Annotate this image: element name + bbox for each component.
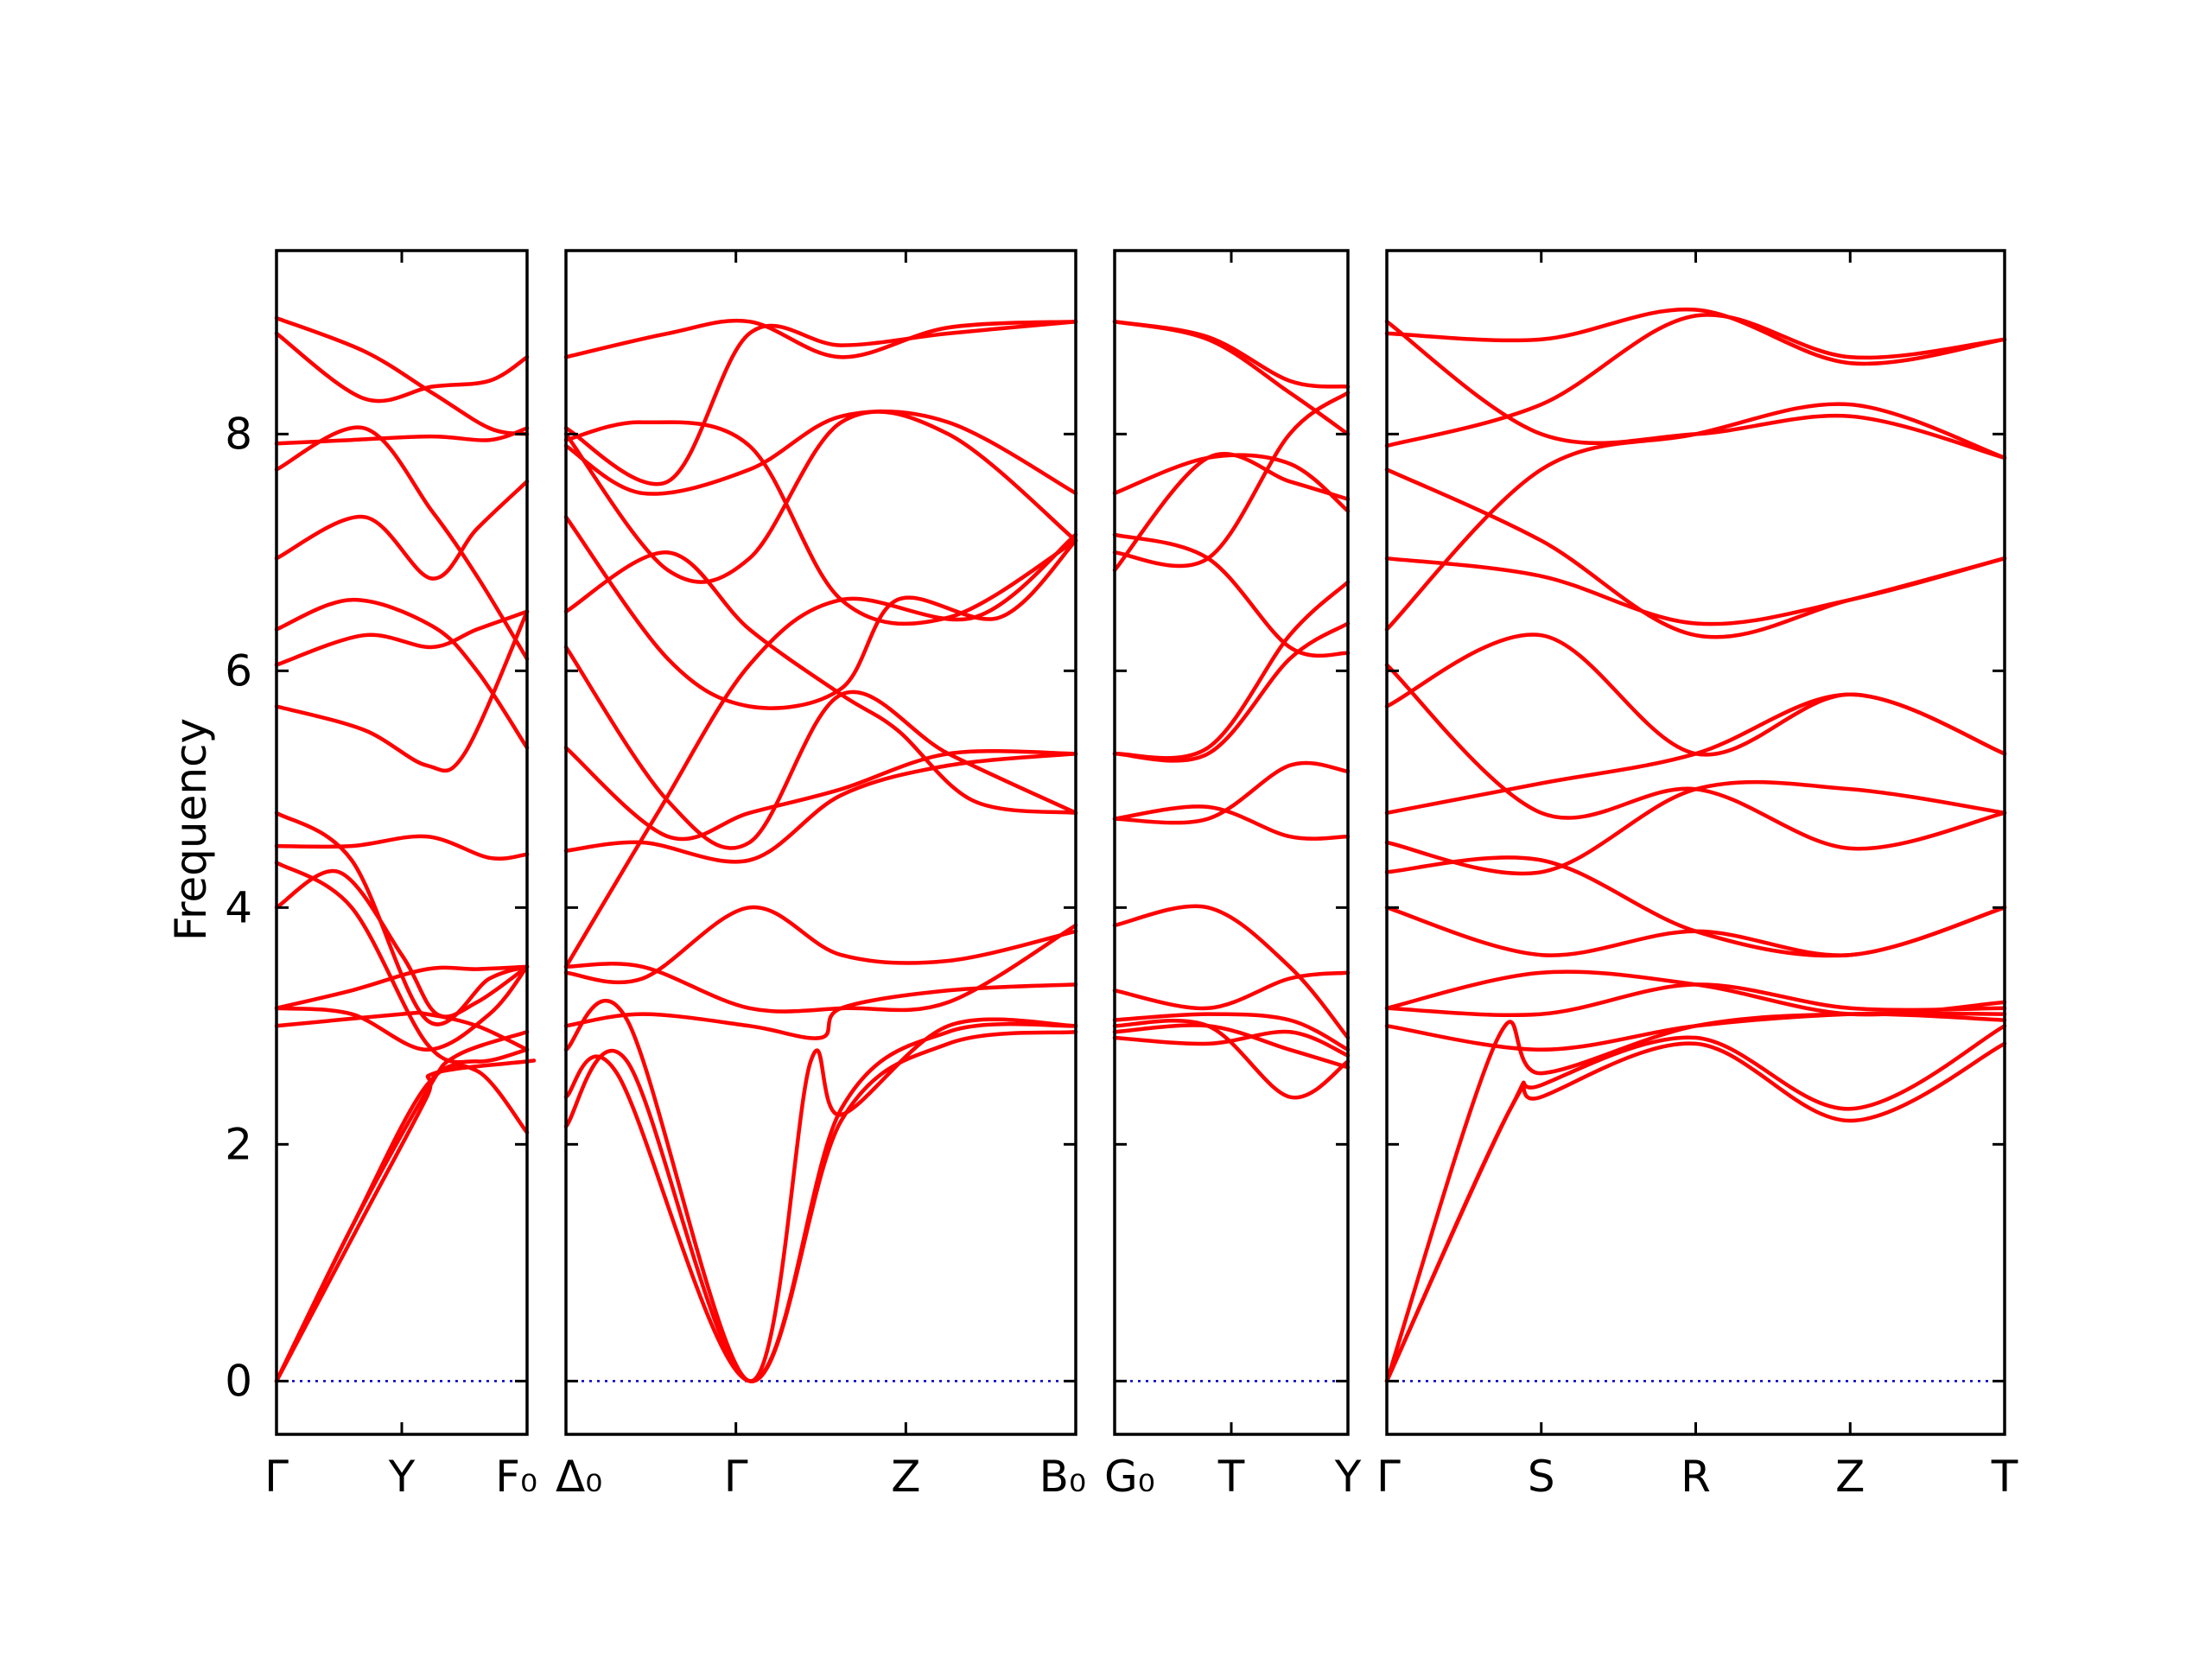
band-3-9 (1112, 621, 1351, 763)
band-4-2 (1384, 1024, 2007, 1383)
x-tick-label-1-1: Y (388, 1452, 416, 1502)
band-2-9 (563, 645, 1078, 850)
y-tick-label-2: 4 (225, 882, 252, 932)
band-4-8 (1384, 855, 2007, 958)
band-1-11 (274, 609, 530, 773)
band-2-13 (563, 532, 1078, 969)
band-2-17 (563, 319, 1078, 486)
x-tick-label-4-0: Γ (1376, 1452, 1401, 1502)
band-4-11 (1384, 632, 2007, 757)
band-1-18 (274, 315, 530, 436)
band-1-16 (274, 426, 530, 446)
band-3-3 (1112, 1018, 1351, 1100)
panel-3: G₀ T Y (1104, 249, 1362, 1502)
panel-frame (1113, 249, 1350, 1436)
band-4-17 (1384, 307, 2007, 366)
panel-frame (564, 249, 1077, 1436)
band-2-15 (563, 420, 1078, 626)
band-2-10 (563, 550, 1078, 816)
band-3-8 (1112, 760, 1351, 825)
band-4-14 (1384, 556, 2007, 626)
band-2-16 (563, 318, 1078, 359)
x-tick-label-2-3: B₀ (1039, 1452, 1086, 1502)
band-1-6 (274, 964, 530, 1011)
x-tick-label-4-2: R (1681, 1452, 1711, 1502)
band-4-3 (1384, 1012, 2007, 1383)
band-3-4 (1112, 1012, 1351, 1052)
y-axis-title: Frequency (166, 718, 216, 941)
x-tick-label-4-4: T (1991, 1452, 2018, 1502)
x-tick-label-2-2: Z (891, 1452, 920, 1502)
band-4-1 (1384, 1041, 2007, 1383)
y-tick-label-1: 2 (225, 1119, 252, 1169)
band-1-9 (274, 834, 530, 861)
band-3-16 (1112, 391, 1351, 569)
band-1-8 (274, 861, 530, 1065)
band-2-12 (563, 410, 1078, 584)
y-tick-label-3: 6 (225, 645, 252, 696)
panel-1: Γ Y F₀ (264, 249, 537, 1502)
band-1-12 (274, 609, 530, 667)
band-1-10 (274, 810, 530, 1027)
band-2-2 (563, 1021, 1078, 1383)
x-tick-label-1-2: F₀ (495, 1452, 537, 1502)
band-2-3 (563, 999, 1078, 1383)
band-1-1 (274, 1029, 530, 1383)
band-4-13 (1384, 402, 2007, 632)
band-3-15 (1112, 319, 1351, 389)
band-2-14 (563, 409, 1078, 496)
band-4-6 (1384, 969, 2007, 1017)
band-3-1 (1112, 1029, 1351, 1058)
band-3-10 (1112, 580, 1351, 760)
band-3-6 (1112, 904, 1351, 1040)
x-tick-label-2-1: Γ (724, 1452, 748, 1502)
band-4-18 (1384, 319, 2007, 461)
band-1-5 (274, 964, 530, 1052)
band-2-1 (563, 1029, 1078, 1383)
band-3-5 (1112, 970, 1351, 1011)
band-1-17 (274, 331, 530, 404)
x-tick-label-4-1: S (1528, 1452, 1555, 1502)
x-tick-label-3-1: T (1217, 1452, 1245, 1502)
x-tick-label-2-0: Δ₀ (556, 1452, 602, 1502)
y-tick-label-4: 8 (225, 409, 252, 459)
band-3-7 (1112, 804, 1351, 841)
band-3-11 (1112, 532, 1351, 658)
x-tick-label-3-2: Y (1334, 1452, 1362, 1502)
band-2-7 (563, 752, 1078, 864)
band-1-7 (274, 868, 530, 1019)
band-2-6 (563, 905, 1078, 985)
x-tick-label-3-0: G₀ (1104, 1452, 1155, 1502)
y-tick-label-0: 0 (225, 1356, 252, 1406)
band-1-2 (274, 1058, 537, 1383)
band-4-15 (1384, 467, 2007, 639)
panel-2: Δ₀ Γ Z B₀ (556, 249, 1086, 1502)
band-2-5 (563, 923, 1078, 1014)
band-2-11 (563, 515, 1078, 710)
band-2-4 (563, 982, 1078, 1040)
band-4-12 (1384, 663, 2007, 851)
band-3-12 (1112, 453, 1351, 513)
x-tick-label-4-3: Z (1835, 1452, 1865, 1502)
band-1-15 (274, 425, 530, 661)
band-3-2 (1112, 1023, 1351, 1070)
band-1-3 (274, 1063, 530, 1383)
band-4-16 (1384, 313, 2007, 448)
band-1-13 (274, 597, 530, 750)
band-3-13 (1112, 452, 1351, 573)
band-2-8 (563, 746, 1078, 842)
x-tick-label-1-0: Γ (264, 1452, 289, 1502)
band-3-14 (1112, 319, 1351, 436)
band-1-14 (274, 479, 530, 581)
